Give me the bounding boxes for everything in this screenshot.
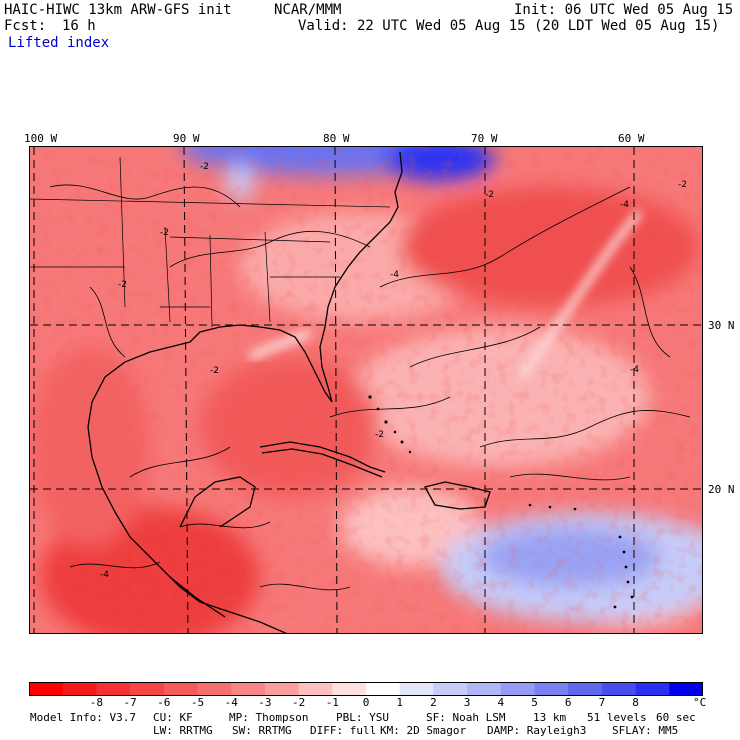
svg-text:-2: -2: [485, 190, 494, 200]
cumulus-scheme: CU: KF: [153, 711, 193, 724]
svg-text:-2: -2: [200, 162, 209, 172]
colorbar-tick-label: -7: [123, 696, 137, 709]
colorbar-swatches: [29, 682, 704, 696]
colorbar-tick-label: 8: [632, 696, 639, 709]
colorbar-tick-label: 7: [598, 696, 606, 709]
microphysics-scheme: MP: Thompson: [229, 711, 309, 724]
colorbar-tick-label: -4: [224, 696, 238, 709]
vertical-levels: 51 levels: [587, 711, 647, 724]
colorbar-swatch: [197, 682, 232, 696]
colorbar-swatch: [399, 682, 434, 696]
colorbar-swatch: [534, 682, 569, 696]
pale-patch: [248, 328, 312, 361]
colorbar-swatch: [467, 682, 502, 696]
colorbar-tick-label: 3: [463, 696, 471, 709]
colorbar-swatch: [433, 682, 468, 696]
contour-labels: -2 -2 -2 -2 -2 -4 -4 -4 -2 -4 -2: [100, 162, 687, 580]
lat-label-20n: 20 N: [708, 483, 735, 496]
colorbar-swatch: [635, 682, 670, 696]
svg-text:-2: -2: [375, 430, 384, 440]
colorbar-swatch: [568, 682, 603, 696]
colorbar-swatch: [29, 682, 64, 696]
longwave-scheme: LW: RRTMG: [153, 724, 213, 737]
islands: [368, 395, 634, 609]
colorbar-tick-label: 0: [362, 696, 370, 709]
lon-label-60w: 60 W: [618, 132, 645, 145]
colorbar-tick-label: 4: [497, 696, 505, 709]
lifted-index-map: -2 -2 -2 -2 -2 -4 -4 -4 -2 -4 -2: [29, 146, 703, 634]
svg-text:-2: -2: [210, 366, 219, 376]
colorbar-tick-label: -5: [190, 696, 205, 709]
colorbar-tick-label: -2: [292, 696, 306, 709]
timestep: 60 sec: [656, 711, 696, 724]
contour-lines: [49, 184, 691, 591]
lon-label-90w: 90 W: [173, 132, 200, 145]
colorbar-swatch: [231, 682, 266, 696]
lon-label-70w: 70 W: [471, 132, 498, 145]
svg-text:-4: -4: [100, 570, 109, 580]
colorbar-swatch: [298, 682, 333, 696]
surface-layer-option: SFLAY: MM5: [612, 724, 679, 737]
lon-label-100w: 100 W: [24, 132, 58, 145]
organization-label: NCAR/MMM: [274, 2, 342, 18]
colorbar-frame: [29, 682, 703, 696]
shortwave-scheme: SW: RRTMG: [232, 724, 292, 737]
colorbar-swatch: [500, 682, 535, 696]
valid-time: Valid: 22 UTC Wed 05 Aug 15 (20 LDT Wed …: [298, 18, 720, 34]
svg-text:-4: -4: [390, 270, 399, 280]
colorbar-swatch: [669, 682, 704, 696]
diffusion-option: DIFF: full: [310, 724, 377, 737]
coastlines: [87, 151, 491, 633]
colorbar-unit: °C: [693, 696, 707, 709]
pbl-scheme: PBL: YSU: [336, 711, 389, 724]
colorbar-swatch: [264, 682, 300, 696]
speckle-texture: [30, 147, 702, 633]
field-name: Lifted index: [8, 35, 110, 51]
colorbar-swatch: [96, 682, 131, 696]
colorbar-swatch: [601, 682, 637, 696]
colorbar-swatch: [332, 682, 367, 696]
init-time: Init: 06 UTC Wed 05 Aug 15: [514, 2, 734, 18]
colorbar-tick-label: -8: [89, 696, 104, 709]
lon-label-80w: 80 W: [323, 132, 350, 145]
colorbar-tick-label: -6: [157, 696, 171, 709]
lat-label-30n: 30 N: [708, 319, 735, 332]
svg-text:-4: -4: [630, 365, 639, 375]
svg-text:-2: -2: [118, 280, 127, 290]
grid-spacing: 13 km: [533, 711, 567, 724]
surface-scheme: SF: Noah LSM: [426, 711, 506, 724]
svg-text:-4: -4: [620, 200, 629, 210]
km-option: KM: 2D Smagor: [380, 724, 467, 737]
colorbar-swatch: [163, 682, 198, 696]
colorbar-swatch: [130, 682, 165, 696]
colorbar-tick-label: -1: [325, 696, 339, 709]
map-canvas: -2 -2 -2 -2 -2 -4 -4 -4 -2 -4 -2: [30, 147, 702, 633]
model-title: HAIC-HIWC 13km ARW-GFS init: [4, 2, 232, 18]
forecast-hour: 16 h: [62, 18, 96, 34]
pale-streak: [517, 209, 643, 380]
svg-text:-2: -2: [678, 180, 687, 190]
damping-option: DAMP: Rayleigh3: [487, 724, 587, 737]
colorbar-swatch: [62, 682, 97, 696]
model-info: Model Info: V3.7: [30, 711, 136, 724]
colorbar-tick-label: 2: [430, 696, 437, 709]
colorbar-swatch: [366, 682, 401, 696]
colorbar: [29, 681, 704, 696]
forecast-label: Fcst:: [4, 18, 47, 34]
colorbar-tick-label: 1: [396, 696, 404, 709]
colorbar-tick-label: -3: [258, 696, 272, 709]
svg-text:-2: -2: [160, 228, 169, 238]
colorbar-tick-label: 6: [564, 696, 572, 709]
colorbar-tick-label: 5: [531, 696, 538, 709]
latlon-grid: [30, 147, 702, 633]
